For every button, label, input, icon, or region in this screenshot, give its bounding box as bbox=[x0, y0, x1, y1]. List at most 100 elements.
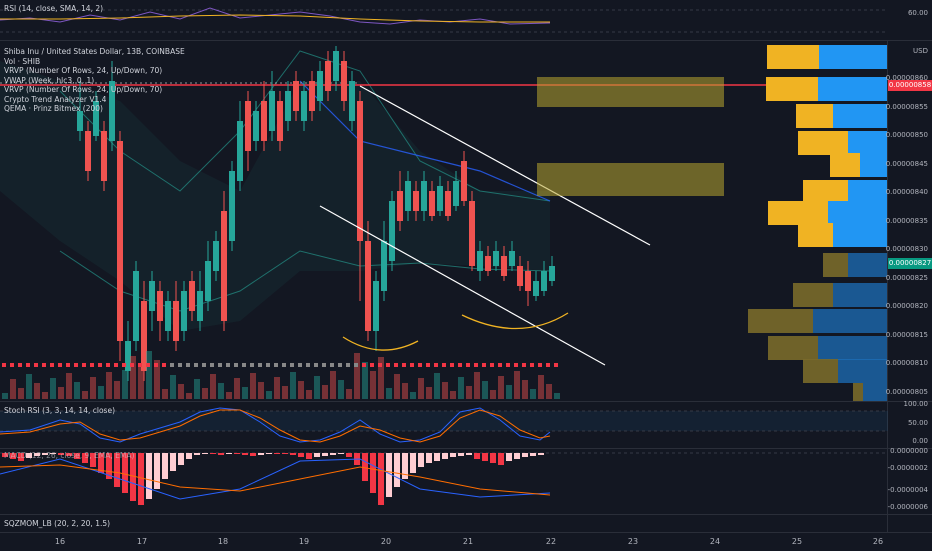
stoch-tick-0: 0.00 bbox=[912, 437, 928, 445]
legend-vrvp-1[interactable]: VRVP (Number Of Rows, 24, Up/Down, 70) bbox=[4, 66, 163, 75]
volume-bar bbox=[106, 372, 112, 399]
volume-bar bbox=[10, 379, 16, 399]
squeeze-dot bbox=[338, 363, 342, 367]
price-tick: 0.00000815 bbox=[885, 330, 928, 339]
pane-separator[interactable] bbox=[0, 401, 932, 402]
supply-zone bbox=[537, 77, 724, 107]
macd-histogram-bar bbox=[290, 453, 296, 455]
macd-histogram-bar bbox=[490, 453, 496, 463]
macd-histogram-bar bbox=[482, 453, 488, 461]
candle-body bbox=[181, 291, 187, 331]
price-tick: 0.00000855 bbox=[885, 102, 928, 111]
squeeze-dot bbox=[410, 363, 414, 367]
stoch-d-line bbox=[0, 409, 551, 443]
candle-body bbox=[541, 271, 547, 291]
macd-histogram-bar bbox=[346, 453, 352, 457]
candle-body bbox=[189, 281, 195, 311]
squeeze-dot bbox=[306, 363, 310, 367]
macd-histogram-bar bbox=[330, 453, 336, 455]
macd-histogram-bar bbox=[66, 453, 72, 456]
stoch-rsi-pane[interactable]: Stoch RSI (3, 3, 14, 14, close) bbox=[0, 402, 888, 448]
profile-bar-up bbox=[848, 253, 888, 277]
macd-histogram-bar bbox=[138, 453, 144, 505]
price-tick: 0.00000805 bbox=[885, 387, 928, 396]
squeeze-dot bbox=[498, 363, 502, 367]
time-label: 19 bbox=[298, 537, 310, 546]
candle-body bbox=[133, 271, 139, 341]
squeeze-dot bbox=[474, 363, 478, 367]
legend-vwap[interactable]: VWAP (Week, hlc3, 0, 1) bbox=[4, 75, 95, 85]
qema-line bbox=[299, 80, 551, 202]
macd-tick-1: -0.0000002 bbox=[887, 464, 928, 472]
candle-body bbox=[269, 91, 275, 131]
pane-separator[interactable] bbox=[0, 448, 932, 449]
macd-histogram-bar bbox=[506, 453, 512, 461]
legend-vrvp-2[interactable]: VRVP (Number Of Rows, 24, Up/Down, 70) bbox=[4, 85, 163, 94]
volume-bar bbox=[258, 382, 264, 399]
time-label: 24 bbox=[709, 537, 721, 546]
macd-histogram-bar bbox=[162, 453, 168, 479]
macd-histogram-bar bbox=[298, 453, 304, 457]
price-axis[interactable]: USD 0.00000860 0.00000855 0.00000850 0.0000… bbox=[885, 41, 932, 532]
squeeze-dot bbox=[162, 363, 166, 367]
sqzmom-title: SQZMOM_LB (20, 2, 20, 1.5) bbox=[4, 519, 111, 528]
time-axis[interactable]: 16 17 18 19 20 21 22 23 24 25 26 bbox=[0, 532, 932, 551]
volume-bar bbox=[234, 378, 240, 399]
squeeze-dot bbox=[482, 363, 486, 367]
volume-bar bbox=[338, 380, 344, 399]
volume-bar bbox=[482, 381, 488, 399]
main-chart-pane[interactable]: Shiba Inu / United States Dollar, 13B, C… bbox=[0, 41, 888, 401]
macd-pane[interactable]: MACD (12, 26, close, 9, EMA, EMA) bbox=[0, 449, 888, 514]
volume-bar bbox=[18, 388, 24, 399]
volume-bar bbox=[2, 393, 8, 399]
macd-signal-line bbox=[0, 464, 551, 496]
channel-lower-line bbox=[319, 205, 606, 366]
profile-bar-up bbox=[848, 180, 888, 204]
macd-histogram-bar bbox=[18, 453, 24, 461]
price-tick: 0.00000825 bbox=[885, 273, 928, 282]
candle-body bbox=[349, 81, 355, 121]
volume-bar bbox=[250, 373, 256, 399]
legend-qema[interactable]: QEMA · Prinz Bitmex (200) bbox=[4, 104, 103, 113]
pane-separator[interactable] bbox=[0, 514, 932, 515]
candle-body bbox=[373, 281, 379, 331]
volume-bar bbox=[282, 386, 288, 399]
squeeze-dot bbox=[554, 363, 558, 367]
demand-zone bbox=[537, 163, 724, 196]
macd-histogram-bar bbox=[306, 453, 312, 459]
profile-bar-up bbox=[833, 104, 888, 128]
candle-body bbox=[293, 81, 299, 111]
squeeze-dot bbox=[2, 363, 6, 367]
pane-separator[interactable] bbox=[0, 40, 932, 41]
macd-histogram-bar bbox=[450, 453, 456, 457]
rsi-pane[interactable]: RSI (14, close, SMA, 14, 2) bbox=[0, 0, 888, 40]
profile-bar-down bbox=[748, 309, 813, 333]
macd-histogram-bar bbox=[266, 453, 272, 454]
stoch-tick-50: 50.00 bbox=[907, 419, 928, 427]
squeeze-dot bbox=[282, 363, 286, 367]
squeeze-dot bbox=[370, 363, 374, 367]
macd-histogram-bar bbox=[434, 453, 440, 461]
squeeze-dot bbox=[186, 363, 190, 367]
rsi-level-label: 60.00 bbox=[907, 9, 928, 17]
profile-bar-up bbox=[848, 131, 888, 155]
price-tick: 0.00000840 bbox=[885, 188, 928, 196]
volume-bar bbox=[546, 384, 552, 399]
legend-symbol[interactable]: Shiba Inu / United States Dollar, 13B, C… bbox=[4, 47, 185, 56]
macd-histogram-bar bbox=[58, 453, 64, 455]
legend-volume[interactable]: Vol · SHIB bbox=[4, 56, 41, 66]
candle-body bbox=[309, 81, 315, 111]
volume-bar bbox=[226, 392, 232, 399]
macd-histogram-bar bbox=[202, 453, 208, 454]
candle-body bbox=[333, 51, 339, 81]
legend-trend-analyzer[interactable]: Crypto Trend Analyzer V1.4 bbox=[4, 94, 107, 104]
sqzmom-pane[interactable]: SQZMOM_LB (20, 2, 20, 1.5) bbox=[0, 515, 888, 532]
profile-bar-down bbox=[803, 180, 848, 204]
volume-bar bbox=[410, 392, 416, 399]
squeeze-dot bbox=[210, 363, 214, 367]
squeeze-dot bbox=[322, 363, 326, 367]
squeeze-dot bbox=[66, 363, 70, 367]
candle-body bbox=[285, 91, 291, 121]
squeeze-dot bbox=[42, 363, 46, 367]
squeeze-dot bbox=[242, 363, 246, 367]
